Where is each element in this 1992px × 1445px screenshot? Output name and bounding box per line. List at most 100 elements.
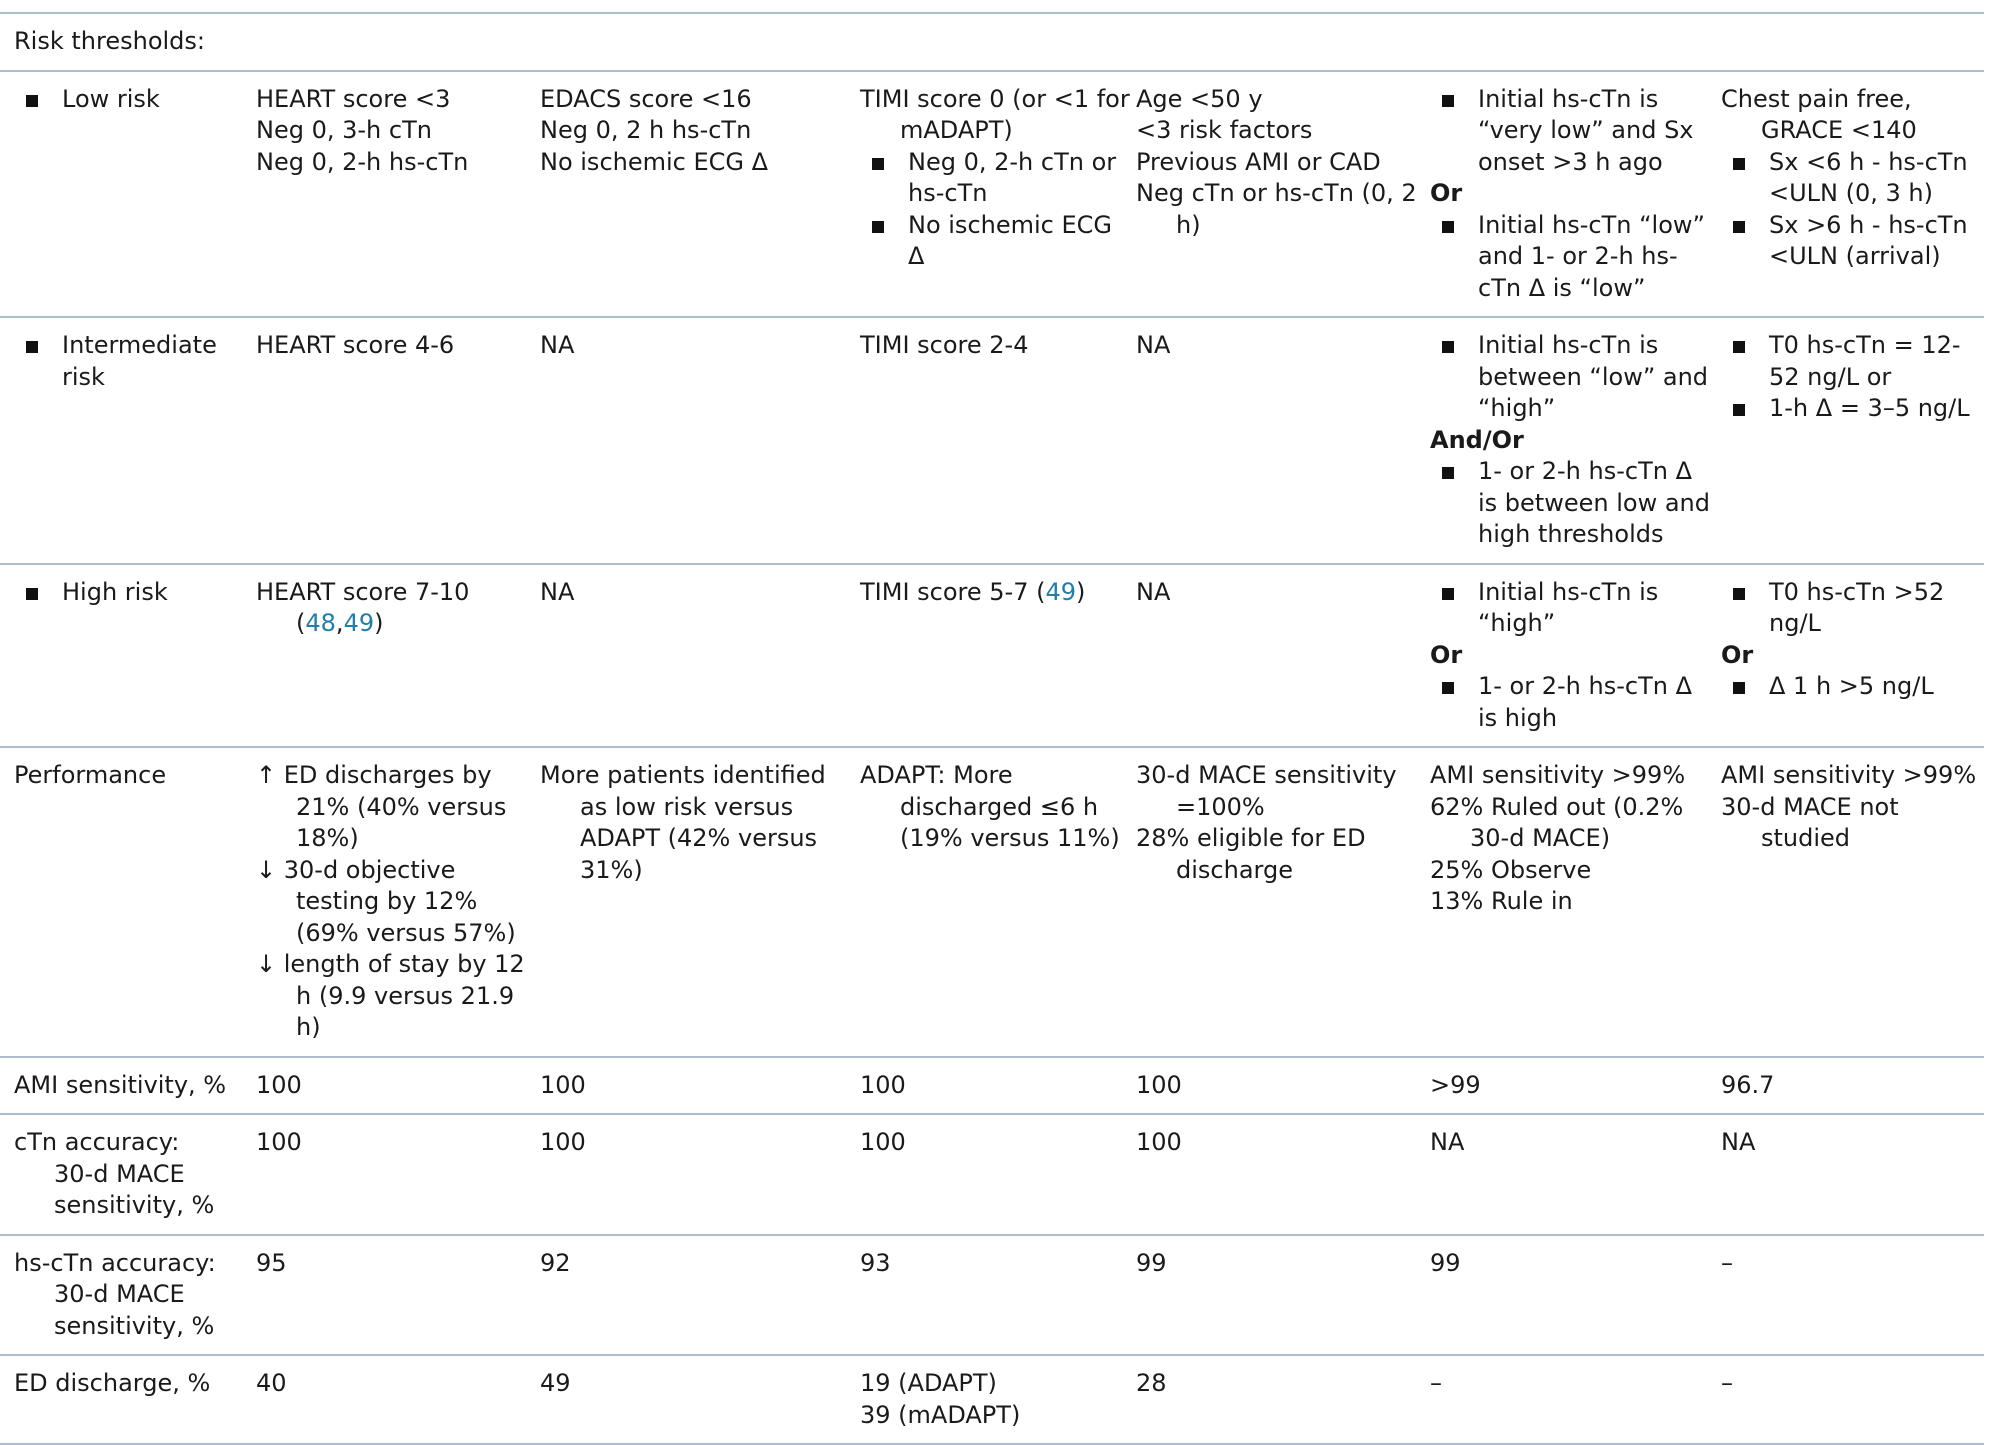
table-cell: Age <50 y <3 risk factors Previous AMI or … xyxy=(1136,70,1430,318)
cell-text: HEART score 7-10 (48,49) xyxy=(256,577,536,640)
bullet-item: Initial hs-cTn is between “low” and “hig… xyxy=(1430,330,1717,425)
reference-link[interactable]: 48 xyxy=(305,609,336,637)
cell-text: More patients identified as low risk ver… xyxy=(540,761,826,884)
table-cell: 93 xyxy=(860,1234,1136,1356)
cell-text: hs-cTn accuracy: xyxy=(14,1248,216,1277)
bullet-item: 1-h Δ = 3–5 ng/L xyxy=(1721,393,1980,425)
bullet-text: No ischemic ECG Δ xyxy=(908,210,1112,271)
cell-text: Age <50 y xyxy=(1136,84,1263,113)
table-cell: 99 xyxy=(1430,1234,1721,1356)
bullet-item: Initial hs-cTn is “very low” and Sx onse… xyxy=(1430,84,1717,179)
table-row: AMI sensitivity, % 100 100 100 100 >99 96.7 xyxy=(0,1056,1985,1115)
row-label-cell: cTn accuracy: 30-d MACE sensitivity, % xyxy=(0,1114,256,1236)
table-row: High risk HEART score 7-10 (48,49) NA TIMI … xyxy=(0,563,1985,748)
bullet-text: 1-h Δ = 3–5 ng/L xyxy=(1769,394,1970,422)
cell-text: 96.7 xyxy=(1721,1070,1775,1099)
bullet-text: Δ 1 h >5 ng/L xyxy=(1769,672,1934,700)
cell-text: Neg 0, 2-h hs-cTn xyxy=(256,147,469,176)
cell-text: 93 xyxy=(860,1248,891,1277)
table-cell: Initial hs-cTn is “high” Or 1- or 2-h hs-c… xyxy=(1430,563,1721,748)
cell-text: 100 xyxy=(1136,1070,1182,1099)
bullet-mark xyxy=(1442,467,1454,479)
bullet-text: Sx >6 h - hs-cTn <ULN (arrival) xyxy=(1769,210,1968,271)
cell-text: 30-d MACE sensitivity, % xyxy=(54,1280,215,1340)
cell-text: 40 xyxy=(256,1369,287,1397)
bullet-item: Sx <6 h - hs-cTn <ULN (0, 3 h) xyxy=(1721,147,1980,210)
reference-link[interactable]: 49 xyxy=(1045,577,1077,606)
bullet-item: T0 hs-cTn >52 ng/L xyxy=(1721,577,1980,640)
connector: And/Or xyxy=(1430,425,1524,454)
cell-text: AMI sensitivity >99% xyxy=(1721,761,1977,789)
table-cell: NA xyxy=(1136,563,1430,748)
table-cell: T0 hs-cTn >52 ng/L Or Δ 1 h >5 ng/L xyxy=(1721,563,1985,748)
connector: Or xyxy=(1721,640,1754,669)
bullet-item: Neg 0, 2-h cTn or hs-cTn xyxy=(860,147,1132,210)
cell-text: cTn accuracy: xyxy=(14,1128,180,1156)
table-cell: NA xyxy=(540,563,860,748)
bullet-item: T0 hs-cTn = 12-52 ng/L or xyxy=(1721,330,1980,393)
bullet-text: Low risk xyxy=(62,84,160,113)
cell-text: HEART score <3 xyxy=(256,84,451,113)
cell-text: 100 xyxy=(256,1128,302,1156)
bullet-item: Initial hs-cTn is “high” xyxy=(1430,577,1717,640)
row-label-cell: AMI sensitivity, % xyxy=(0,1056,256,1115)
text-part: HEART score 7-10 ( xyxy=(256,577,470,638)
bullet-item: 1- or 2-h hs-cTn Δ is high xyxy=(1430,671,1717,734)
cell-text: 99 xyxy=(1430,1248,1461,1277)
cell-text: Performance xyxy=(14,761,167,789)
table-cell: TIMI score 2-4 xyxy=(860,317,1136,565)
cell-text: NA xyxy=(1136,577,1171,606)
cell-text: 30-d MACE sensitivity =100% xyxy=(1136,761,1397,821)
row-label-cell: hs-cTn accuracy: 30-d MACE sensitivity, % xyxy=(0,1234,256,1356)
table-cell: NA xyxy=(1136,317,1430,565)
bullet-text: Neg 0, 2-h cTn or hs-cTn xyxy=(908,147,1117,208)
bullet-mark xyxy=(1733,341,1745,353)
connector: Or xyxy=(1430,179,1463,207)
risk-table: Risk thresholds: Low risk HEART score <3 Ne… xyxy=(0,12,1985,1445)
cell-text: 30-d MACE not studied xyxy=(1721,792,1899,853)
cell-text: NA xyxy=(1136,331,1171,359)
table-cell: 30-d MACE sensitivity =100% 28% eligible … xyxy=(1136,747,1430,1058)
reference-link[interactable]: 49 xyxy=(343,609,375,637)
cell-text: NA xyxy=(1430,1128,1465,1156)
cell-text: TIMI score 2-4 xyxy=(860,331,1029,359)
table-cell: 100 xyxy=(256,1056,540,1115)
bullet-item: Intermediate risk xyxy=(14,330,252,393)
table-cell: 100 xyxy=(1136,1056,1430,1115)
table-cell: NA xyxy=(1721,1114,1985,1236)
table-cell: 100 xyxy=(860,1114,1136,1236)
table-cell: NA xyxy=(540,317,860,565)
cell-text: Neg cTn or hs-cTn (0, 2 h) xyxy=(1136,179,1417,239)
bullet-mark xyxy=(1442,220,1454,233)
bullet-text: Intermediate risk xyxy=(62,331,217,391)
bullet-mark xyxy=(1733,404,1745,416)
bullet-mark xyxy=(1733,220,1745,233)
cell-text: AMI sensitivity >99% xyxy=(1430,761,1686,789)
bullet-text: 1- or 2-h hs-cTn Δ is high xyxy=(1478,672,1692,732)
cell-text: AMI sensitivity, % xyxy=(14,1070,227,1099)
bullet-mark xyxy=(872,220,884,233)
text-part: ) xyxy=(1076,577,1086,606)
cell-text: 100 xyxy=(860,1070,906,1099)
table-cell: AMI sensitivity >99% 30-d MACE not studie… xyxy=(1721,747,1985,1058)
cell-text: 30-d MACE sensitivity, % xyxy=(54,1159,215,1220)
bullet-mark xyxy=(1733,157,1745,170)
cell-text: 25% Observe xyxy=(1430,855,1592,884)
cell-text: ↓ 30-d objective testing by 12% (69% ver… xyxy=(256,855,516,947)
bullet-mark xyxy=(26,94,38,107)
cell-text: 39 (mADAPT) xyxy=(860,1400,1021,1429)
cell-text: ↓ length of stay by 12 h (9.9 versus 21.… xyxy=(256,950,525,1041)
table-cell: EDACS score <16 Neg 0, 2 h hs-cTn No ische… xyxy=(540,70,860,318)
cell-text: EDACS score <16 xyxy=(540,84,752,113)
table-cell: Initial hs-cTn is between “low” and “hig… xyxy=(1430,317,1721,565)
table-cell: Chest pain free, GRACE <140 Sx <6 h - hs-… xyxy=(1721,70,1985,318)
bullet-item: No ischemic ECG Δ xyxy=(860,210,1132,273)
table-cell: – xyxy=(1430,1355,1721,1445)
cell-text: NA xyxy=(540,331,575,359)
cell-text: TIMI score 5-7 (49) xyxy=(860,577,1132,609)
bullet-text: Sx <6 h - hs-cTn <ULN (0, 3 h) xyxy=(1769,147,1968,208)
table-cell: 95 xyxy=(256,1234,540,1356)
cell-text: HEART score 4-6 xyxy=(256,331,455,359)
bullet-mark xyxy=(872,157,884,170)
cell-text: 92 xyxy=(540,1248,571,1277)
